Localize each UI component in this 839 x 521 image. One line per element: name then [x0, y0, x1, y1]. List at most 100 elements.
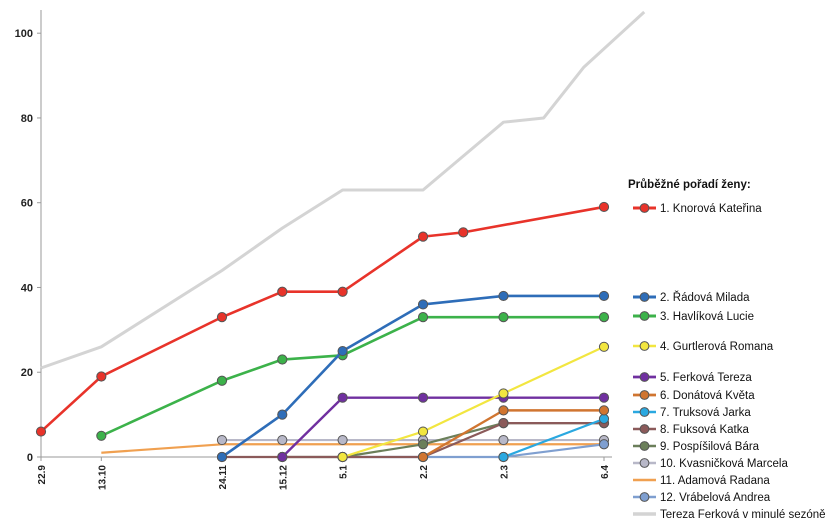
legend-swatch-marker: [639, 458, 650, 468]
data-point: [216, 312, 228, 323]
data-point: [277, 451, 288, 463]
legend-label: 6. Donátová Květa: [660, 390, 755, 402]
x-tick-label: 5.1: [339, 465, 350, 479]
legend-swatch-marker: [639, 441, 650, 451]
legend-swatch-marker: [639, 341, 650, 351]
y-tick-label: 100: [15, 28, 33, 40]
data-point: [277, 286, 288, 297]
legend-label: 8. Fuksová Katka: [660, 424, 749, 436]
series-line: [503, 417, 605, 459]
legend-label: 1. Knorová Kateřina: [660, 203, 762, 215]
legend-swatch-marker: [639, 292, 650, 302]
data-point: [417, 231, 429, 242]
data-point: [216, 434, 228, 446]
y-tick-label: 0: [27, 452, 33, 464]
legend-title: Průběžné pořadí ženy:: [628, 179, 751, 191]
y-tick-label: 60: [21, 198, 33, 210]
data-point: [417, 312, 429, 323]
series-line: [221, 294, 604, 459]
x-tick-label: 6.4: [600, 465, 611, 479]
x-tick-label: 24.11: [218, 465, 229, 490]
data-point: [417, 439, 429, 450]
legend-label: 3. Havlíková Lucie: [660, 311, 754, 323]
legend-label: 9. Pospíšilová Bára: [660, 441, 760, 453]
legend-swatch-marker: [639, 424, 650, 434]
data-point: [598, 312, 610, 323]
data-point: [598, 405, 610, 416]
series-7: [498, 413, 610, 463]
legend: Průběžné pořadí ženy: 1. Knorová Kateřin…: [628, 179, 826, 521]
legend-label: 11. Adamová Radana: [660, 475, 770, 487]
data-point: [96, 430, 107, 441]
data-point: [458, 227, 469, 238]
series-line: [422, 409, 604, 459]
data-point: [337, 286, 348, 297]
series-layer: [35, 10, 646, 463]
series-10: [216, 434, 610, 446]
data-point: [498, 388, 509, 399]
legend-swatch-marker: [639, 492, 650, 502]
series-line: [40, 205, 605, 433]
x-tick-label: 15.12: [278, 465, 289, 490]
series-line: [100, 315, 604, 437]
data-point: [598, 201, 610, 213]
x-tick-label: 22.9: [37, 465, 48, 485]
data-point: [498, 290, 509, 302]
data-point: [417, 426, 429, 437]
legend-label: 4. Gurtlerová Romana: [660, 341, 774, 353]
legend-label: 12. Vrábelová Andrea: [660, 492, 771, 504]
data-point: [337, 392, 348, 403]
legend-swatch-marker: [639, 390, 650, 400]
y-tick-label: 80: [21, 113, 33, 125]
axes: 0 20 40 60 80 100 22.9 13.10 24.11 15.12 5.1 2.2 2.3…: [15, 10, 612, 490]
legend-label: 2. Řádová Milada: [660, 291, 750, 304]
legend-label: 7. Truksová Jarka: [660, 407, 751, 419]
data-point: [598, 413, 610, 424]
x-tick-label: 13.10: [97, 465, 108, 490]
legend-label: Tereza Ferková v minulé sezóně: [660, 509, 826, 521]
data-point: [498, 405, 509, 416]
data-point: [498, 434, 509, 446]
legend-swatch-marker: [639, 203, 650, 213]
data-point: [337, 451, 348, 463]
data-point: [598, 290, 610, 302]
data-point: [337, 345, 348, 357]
series-6: [417, 405, 610, 463]
series-1: [35, 201, 610, 437]
data-point: [277, 354, 288, 365]
data-point: [598, 439, 610, 450]
series-line: [342, 345, 605, 459]
data-point: [277, 409, 288, 420]
x-tick-label: 2.3: [499, 465, 510, 479]
series-5: [277, 392, 610, 463]
legend-label: 5. Ferková Tereza: [660, 372, 752, 384]
data-point: [216, 375, 228, 386]
legend-swatch-marker: [639, 407, 650, 417]
legend-swatch-marker: [639, 311, 650, 321]
data-point: [337, 434, 348, 446]
data-point: [498, 312, 509, 323]
series-line: [221, 421, 604, 459]
data-point: [498, 451, 509, 463]
data-point: [598, 341, 610, 352]
series-3: [96, 312, 610, 441]
data-point: [417, 451, 429, 463]
y-tick-label: 20: [21, 367, 33, 379]
data-point: [417, 392, 429, 403]
series-13: [40, 10, 646, 370]
data-point: [96, 371, 107, 382]
y-tick-label: 40: [21, 282, 33, 294]
series-2: [216, 290, 610, 463]
data-point: [417, 299, 429, 310]
data-point: [598, 392, 610, 403]
data-point: [277, 434, 288, 446]
legend-label: 10. Kvasničková Marcela: [660, 458, 788, 470]
x-tick-label: 2.2: [419, 465, 430, 479]
series-line: [40, 10, 646, 370]
data-point: [216, 451, 228, 463]
data-point: [498, 417, 509, 429]
series-4: [337, 341, 610, 463]
data-point: [35, 426, 47, 437]
legend-swatch-marker: [639, 372, 650, 382]
